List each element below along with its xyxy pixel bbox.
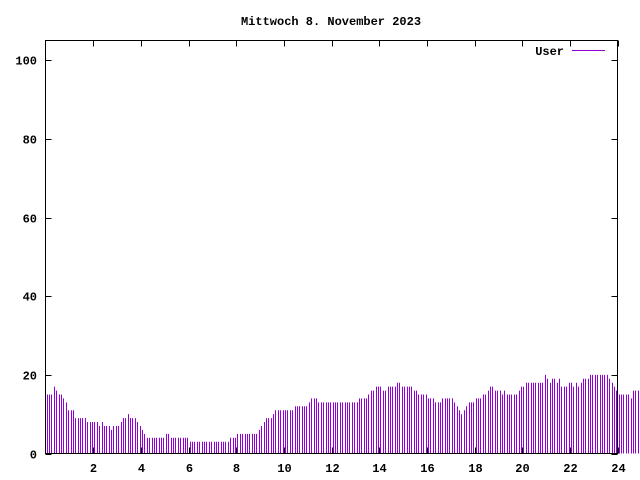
x-tick-label: 16: [420, 462, 434, 476]
x-tick-label: 6: [186, 462, 193, 476]
x-tick-label: 12: [325, 462, 339, 476]
y-tick-label: 40: [23, 291, 37, 305]
x-tick-label: 22: [563, 462, 577, 476]
x-tick-label: 4: [138, 462, 145, 476]
x-tick-label: 18: [468, 462, 482, 476]
plot-frame: [45, 40, 618, 454]
chart-title: Mittwoch 8. November 2023: [241, 15, 421, 29]
x-tick-label: 8: [233, 462, 240, 476]
y-tick-label: 100: [15, 55, 37, 69]
legend: User: [535, 45, 605, 59]
y-tick-label: 80: [23, 134, 37, 148]
y-tick-label: 20: [23, 370, 37, 384]
x-tick-label: 24: [611, 462, 625, 476]
y-tick-label: 0: [30, 449, 37, 463]
y-tick-label: 60: [23, 213, 37, 227]
x-tick-label: 2: [90, 462, 97, 476]
x-tick-label: 10: [277, 462, 291, 476]
series-bars: [47, 374, 639, 454]
legend-label-user: User: [535, 45, 564, 59]
x-tick-label: 14: [372, 462, 386, 476]
x-tick-label: 20: [515, 462, 529, 476]
